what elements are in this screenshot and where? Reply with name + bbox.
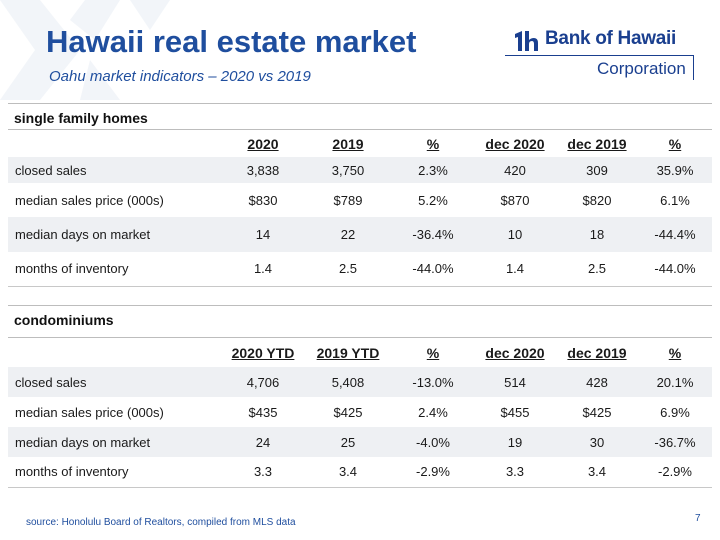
table-cell: 3,838 [246, 162, 280, 178]
page-subtitle: Oahu market indicators – 2020 vs 2019 [49, 68, 311, 85]
table-cell: $455 [500, 404, 530, 420]
table-cell: 18 [589, 227, 605, 242]
column-header: % [668, 344, 682, 361]
row-label: median sales price (000s) [15, 404, 164, 420]
single-family-section-title: single family homes [14, 110, 148, 126]
section-divider [8, 129, 712, 130]
table-cell: 420 [504, 162, 526, 178]
table-cell: 14 [255, 227, 271, 242]
table-cell: 4,706 [246, 374, 280, 390]
table-cell: -36.7% [654, 434, 696, 450]
column-header: % [668, 135, 682, 152]
table-cell: 35.9% [656, 162, 694, 178]
table-header-row: 2020 YTD 2019 YTD % dec 2020 dec 2019 % [8, 338, 712, 367]
section-divider [8, 337, 712, 338]
column-header [8, 338, 222, 367]
table-cell: 24 [255, 434, 271, 450]
column-header: % [426, 135, 440, 152]
table-cell: $789 [333, 192, 363, 208]
table-cell: $425 [582, 404, 612, 420]
table-cell: 428 [586, 374, 608, 390]
table-cell: -13.0% [412, 374, 454, 390]
table-cell: 5.2% [418, 192, 448, 208]
table-row: months of inventory 1.4 2.5 -44.0% 1.4 2… [8, 252, 712, 287]
table-cell: 2.4% [418, 404, 448, 420]
table-cell: -2.9% [638, 457, 712, 488]
bank-logo-name: Bank of Hawaii [545, 28, 676, 49]
table-cell: 5,408 [331, 374, 365, 390]
row-label: median sales price (000s) [15, 192, 164, 208]
source-note: source: Honolulu Board of Realtors, comp… [26, 517, 296, 528]
row-label: months of inventory [8, 252, 222, 287]
table-row: median sales price (000s) $435 $425 2.4%… [8, 397, 712, 427]
row-label: closed sales [15, 374, 87, 390]
column-header: % [426, 344, 440, 361]
table-cell: -44.4% [654, 227, 696, 242]
section-divider [8, 103, 712, 104]
table-cell: 2.5 [304, 252, 392, 287]
bank-logo-corporation: Corporation [597, 59, 686, 78]
section-divider [8, 305, 712, 306]
table-cell: 3.4 [556, 457, 638, 488]
column-header: 2019 [332, 135, 364, 152]
single-family-table: 2020 2019 % dec 2020 dec 2019 % closed s… [8, 130, 712, 287]
table-cell: 10 [507, 227, 523, 242]
table-cell: 3.4 [304, 457, 392, 488]
table-cell: 309 [586, 162, 608, 178]
table-cell: -44.0% [638, 252, 712, 287]
logo-divider [505, 55, 693, 56]
table-cell: 3.3 [474, 457, 556, 488]
table-header-row: 2020 2019 % dec 2020 dec 2019 % [8, 130, 712, 157]
table-cell: $820 [582, 192, 612, 208]
background-pattern-graphic [0, 0, 170, 100]
table-cell: 19 [507, 434, 523, 450]
row-label: median days on market [15, 434, 151, 450]
column-header: 2020 YTD [231, 344, 295, 361]
table-cell: $435 [248, 404, 278, 420]
table-row: median days on market 24 25 -4.0% 19 30 … [8, 427, 712, 457]
table-row: closed sales 4,706 5,408 -13.0% 514 428 … [8, 367, 712, 397]
table-row: median days on market 14 22 -36.4% 10 18… [8, 217, 712, 252]
column-header: dec 2020 [485, 344, 545, 361]
row-label: months of inventory [8, 457, 222, 488]
table-row: median sales price (000s) $830 $789 5.2%… [8, 183, 712, 217]
table-cell: 2.3% [418, 162, 448, 178]
page-title: Hawaii real estate market [46, 24, 417, 59]
table-cell: -36.4% [412, 227, 454, 242]
column-header: dec 2019 [567, 135, 627, 152]
table-cell: $870 [500, 192, 530, 208]
table-cell: -2.9% [392, 457, 474, 488]
table-cell: $425 [333, 404, 363, 420]
column-header: 2020 [247, 135, 279, 152]
column-header: dec 2020 [485, 135, 545, 152]
row-label: median days on market [15, 227, 151, 242]
page-number: 7 [695, 513, 701, 524]
bank-logo: Bank of Hawaii Corporation [505, 24, 700, 84]
table-cell: 2.5 [556, 252, 638, 287]
table-cell: 20.1% [656, 374, 694, 390]
table-cell: 25 [340, 434, 356, 450]
condominiums-table: 2020 YTD 2019 YTD % dec 2020 dec 2019 % … [8, 338, 712, 488]
table-cell: 3.3 [222, 457, 304, 488]
column-header: 2019 YTD [316, 344, 380, 361]
table-row: months of inventory 3.3 3.4 -2.9% 3.3 3.… [8, 457, 712, 488]
table-cell: 514 [504, 374, 526, 390]
table-cell: -4.0% [416, 434, 450, 450]
bank-logo-mark-icon [515, 31, 538, 51]
table-cell: 3,750 [331, 162, 365, 178]
logo-divider-vertical [693, 55, 694, 80]
condominiums-section-title: condominiums [14, 312, 114, 328]
table-cell: 6.9% [660, 404, 690, 420]
table-cell: 22 [340, 227, 356, 242]
table-cell: 6.1% [660, 192, 690, 208]
table-cell: $830 [248, 192, 278, 208]
row-label: closed sales [15, 162, 87, 178]
table-cell: 1.4 [474, 252, 556, 287]
table-row: closed sales 3,838 3,750 2.3% 420 309 35… [8, 157, 712, 183]
table-cell: -44.0% [392, 252, 474, 287]
column-header [8, 130, 222, 157]
column-header: dec 2019 [567, 344, 627, 361]
table-cell: 1.4 [222, 252, 304, 287]
table-cell: 30 [589, 434, 605, 450]
